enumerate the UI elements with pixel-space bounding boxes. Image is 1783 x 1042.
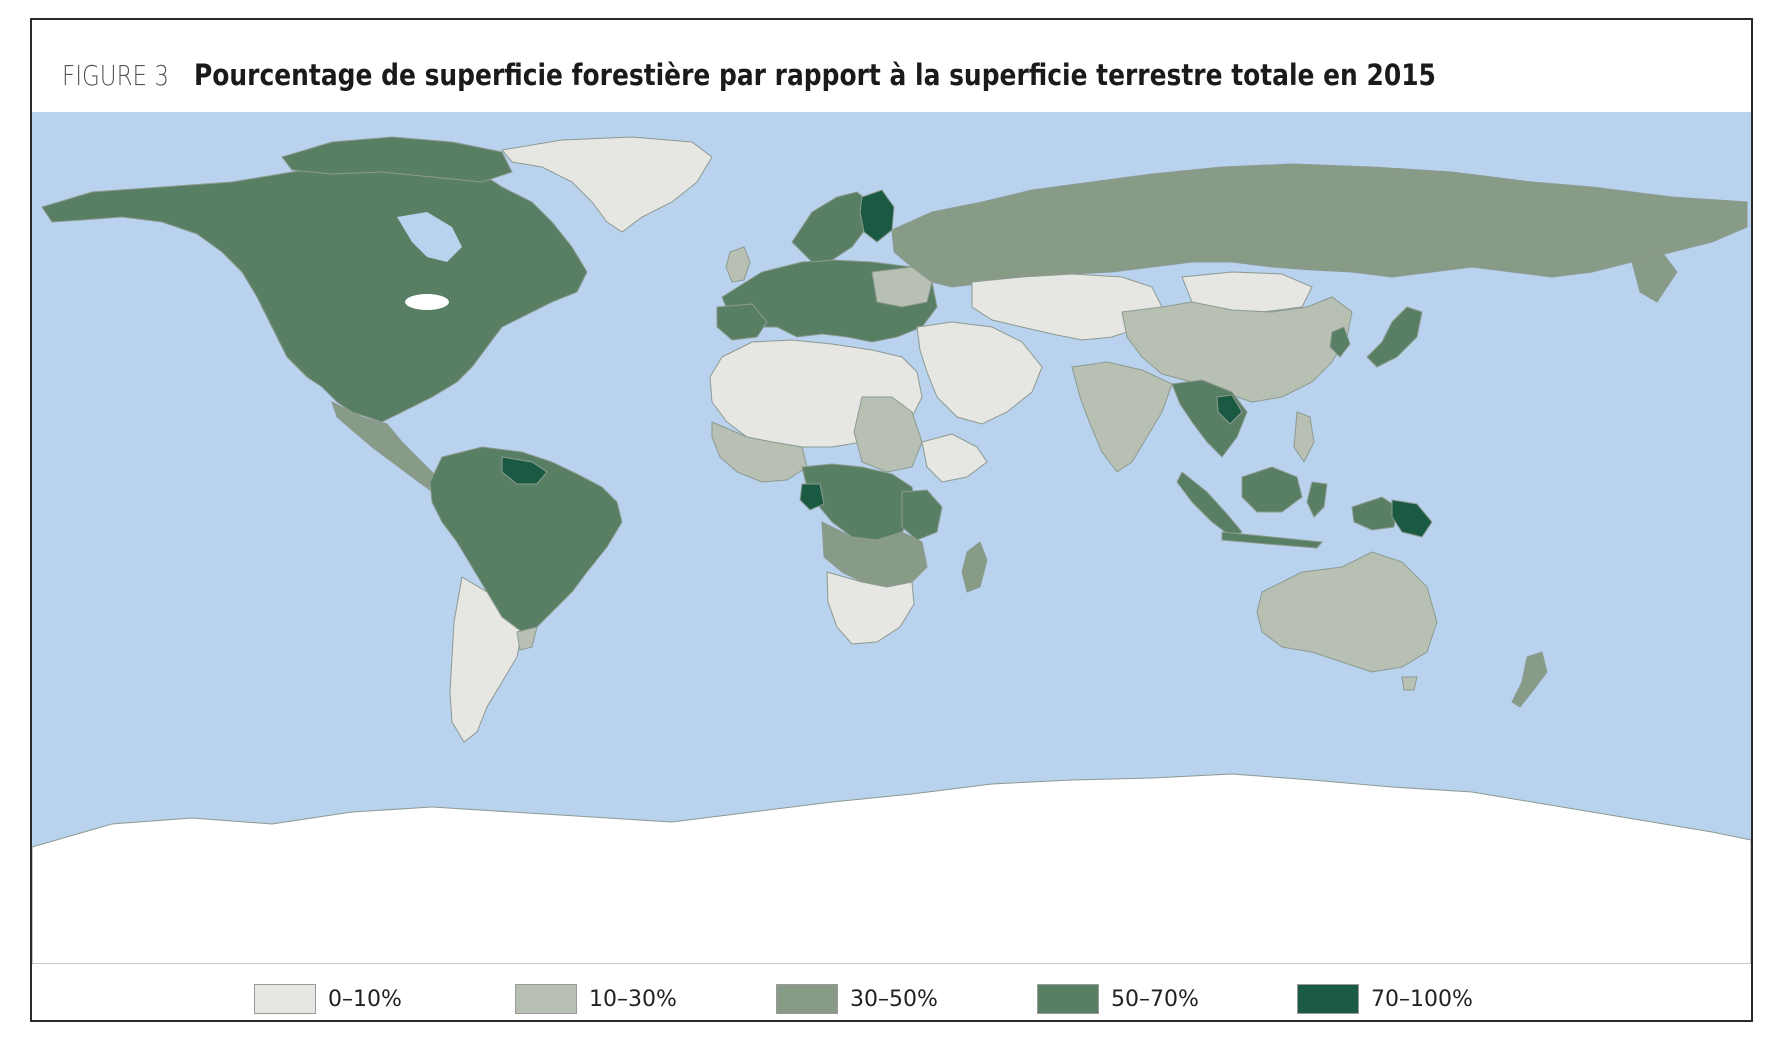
great-lakes [405,294,449,310]
region-southern-africa [826,571,915,645]
region-horn-africa [921,433,988,483]
region-papua-new-guinea [1391,499,1433,538]
region-west-africa [711,421,808,483]
region-sulawesi [1306,481,1328,518]
region-kamchatka [1631,251,1678,303]
region-australia [1256,551,1438,673]
legend-label: 30–50% [850,986,938,1012]
legend-swatch [515,984,577,1014]
hudson-bay [397,212,462,262]
region-india [1071,361,1173,473]
legend: 0–10% 10–30% 30–50% 50–70% 70–100% [32,966,1751,1020]
legend-swatch [1037,984,1099,1014]
region-new-guinea-west [1351,496,1398,531]
region-japan [1366,306,1423,368]
world-map [32,112,1751,964]
legend-item-70-100: 70–100% [1297,984,1473,1014]
region-java [1221,531,1323,549]
region-gabon [799,483,825,511]
legend-label: 50–70% [1111,986,1199,1012]
region-middle-east [916,321,1043,425]
legend-swatch [776,984,838,1014]
region-laos [1216,394,1243,425]
figure-label: FIGURE 3 [62,58,169,92]
legend-item-10-30: 10–30% [515,984,677,1014]
region-madagascar [961,541,988,593]
region-southern-central-africa [821,521,928,588]
region-uruguay [516,626,538,651]
region-korea [1329,326,1351,358]
legend-label: 10–30% [589,986,677,1012]
region-uk [725,246,751,283]
legend-item-30-50: 30–50% [776,984,938,1014]
figure-header: FIGURE 3 Pourcentage de superficie fores… [62,50,1638,100]
region-finland [859,189,895,243]
region-sahel-east [853,396,923,473]
legend-label: 0–10% [328,986,402,1012]
region-guyanas [501,456,548,485]
legend-swatch [1297,984,1359,1014]
region-new-zealand [1511,651,1548,708]
region-china [1121,296,1353,403]
figure-frame: FIGURE 3 Pourcentage de superficie fores… [30,18,1753,1022]
region-philippines [1293,411,1315,463]
figure-title: Pourcentage de superficie forestière par… [194,58,1436,92]
region-iberia [716,303,768,341]
legend-item-0-10: 0–10% [254,984,402,1014]
region-east-africa [901,489,943,541]
region-tasmania [1401,676,1418,691]
legend-item-50-70: 50–70% [1037,984,1199,1014]
region-south-america [429,446,623,633]
arctic-islands [281,136,513,183]
map-svg [32,112,1751,964]
region-greenland [501,136,713,233]
region-antarctica [32,773,1751,964]
legend-label: 70–100% [1371,986,1473,1012]
region-borneo [1241,466,1303,513]
legend-swatch [254,984,316,1014]
region-southern-cone [449,576,523,743]
